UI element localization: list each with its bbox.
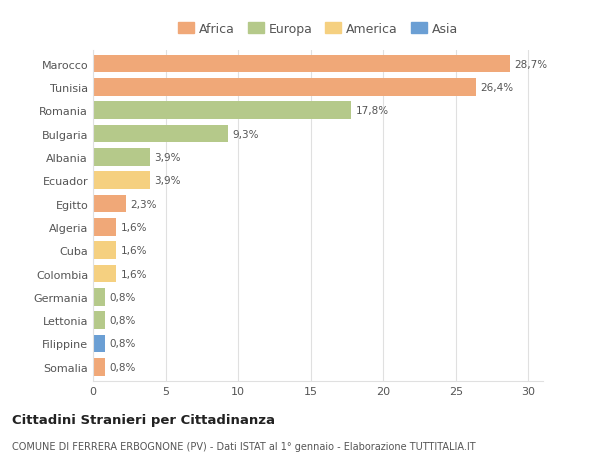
Bar [93,126,228,143]
Bar [93,149,149,166]
Text: 0,8%: 0,8% [109,315,136,325]
Bar [93,196,127,213]
Bar [93,335,104,353]
Text: 1,6%: 1,6% [121,222,147,232]
Bar [93,265,116,283]
Bar [93,288,104,306]
Text: 0,8%: 0,8% [109,339,136,349]
Bar [93,172,149,190]
Text: 26,4%: 26,4% [481,83,514,93]
Text: COMUNE DI FERRERA ERBOGNONE (PV) - Dati ISTAT al 1° gennaio - Elaborazione TUTTI: COMUNE DI FERRERA ERBOGNONE (PV) - Dati … [12,441,476,451]
Text: 3,9%: 3,9% [154,176,181,186]
Text: Cittadini Stranieri per Cittadinanza: Cittadini Stranieri per Cittadinanza [12,413,275,426]
Text: 1,6%: 1,6% [121,246,147,256]
Text: 3,9%: 3,9% [154,152,181,162]
Text: 2,3%: 2,3% [131,199,157,209]
Text: 0,8%: 0,8% [109,362,136,372]
Bar [93,79,476,96]
Text: 9,3%: 9,3% [232,129,259,139]
Bar [93,56,509,73]
Text: 0,8%: 0,8% [109,292,136,302]
Bar [93,242,116,259]
Text: 28,7%: 28,7% [514,60,547,69]
Bar [93,218,116,236]
Bar [93,358,104,376]
Bar [93,312,104,329]
Text: 17,8%: 17,8% [356,106,389,116]
Text: 1,6%: 1,6% [121,269,147,279]
Bar [93,102,352,120]
Legend: Africa, Europa, America, Asia: Africa, Europa, America, Asia [173,18,463,41]
